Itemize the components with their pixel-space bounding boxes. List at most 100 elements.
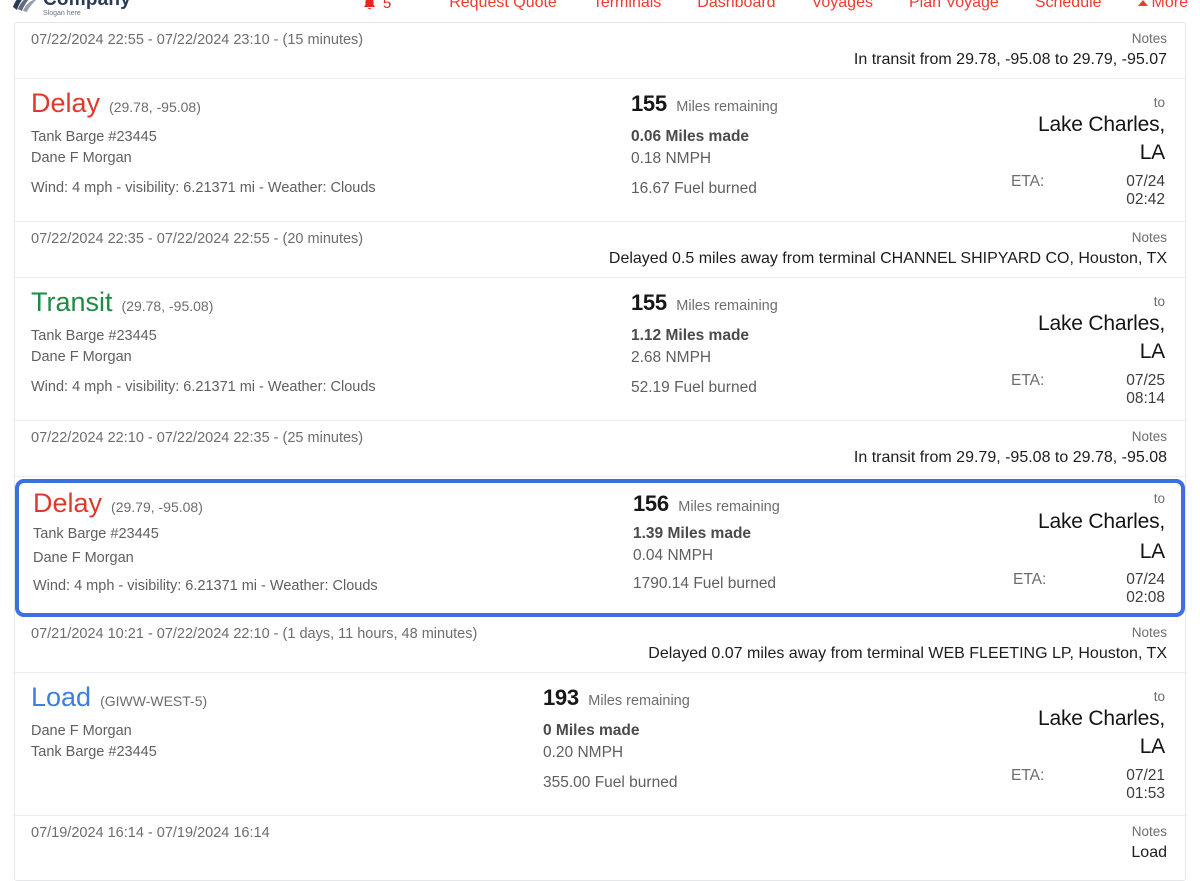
nav-link-request-quote[interactable]: Request Quote — [449, 0, 557, 11]
weather-info: Wind: 4 mph - visibility: 6.21371 mi - W… — [31, 180, 376, 197]
nmph: 0.20 NMPH — [543, 744, 624, 761]
segment-status-column: Transit (29.78, -95.08) Tank Barge #2344… — [31, 288, 631, 398]
fuel-burned: 16.67 Fuel burned — [631, 180, 757, 197]
fuel-burned: 355.00 Fuel burned — [543, 774, 678, 791]
timeframe: 07/22/2024 22:35 - 07/22/2024 22:55 - (2… — [31, 231, 364, 247]
notes-row: 07/22/2024 22:35 - 07/22/2024 22:55 - (2… — [15, 222, 1185, 278]
destination-to-label: to — [1153, 689, 1165, 704]
captain-name: Dane F Morgan — [31, 723, 132, 740]
notes-text: Delayed 0.5 miles away from terminal CHA… — [608, 250, 1167, 267]
vessel-name: Tank Barge #23445 — [33, 526, 159, 543]
status-coordinates: (GIWW-WEST-5) — [100, 693, 208, 709]
top-navbar: Company Slogan here 5 Request Quote Term… — [0, 0, 1200, 22]
notes-label: Notes — [1131, 31, 1167, 46]
timeframe: 07/22/2024 22:10 - 07/22/2024 22:35 - (2… — [31, 430, 364, 446]
notes-row: 07/22/2024 22:55 - 07/22/2024 23:10 - (1… — [15, 23, 1185, 79]
notes-block: Notes Delayed 0.07 miles away from termi… — [648, 624, 1167, 665]
nav-link-voyages[interactable]: Voyages — [811, 0, 873, 11]
fuel-burned: 52.19 Fuel burned — [631, 379, 757, 396]
status-line: Delay (29.78, -95.08) — [31, 88, 631, 118]
segment-destination-column: to Lake Charles, LA ETA: 07/24 02:42 — [1011, 89, 1169, 209]
nav-links: 5 Request Quote Terminals Dashboard Voya… — [362, 0, 1200, 12]
destination-to-label: to — [1153, 95, 1165, 110]
miles-remaining-line: 155 Miles remaining — [631, 91, 1011, 117]
notes-text: In transit from 29.79, -95.08 to 29.78, … — [853, 449, 1167, 466]
voyage-event-list: 07/22/2024 22:55 - 07/22/2024 23:10 - (1… — [14, 22, 1186, 881]
notes-label: Notes — [1131, 429, 1167, 444]
destination-name: Lake Charles, LA — [1038, 312, 1165, 363]
brand-logo[interactable]: Company Slogan here — [12, 0, 131, 17]
notes-text: Delayed 0.07 miles away from terminal WE… — [648, 645, 1167, 662]
destination-to-label: to — [1153, 491, 1165, 506]
nav-link-terminals[interactable]: Terminals — [592, 0, 662, 11]
notes-label: Notes — [1131, 824, 1167, 839]
voyage-segment-row[interactable]: Transit (29.78, -95.08) Tank Barge #2344… — [15, 278, 1185, 421]
segment-destination-column: to Lake Charles, LA ETA: 07/21 01:53 — [1011, 683, 1169, 803]
segment-stats-column: 193 Miles remaining 0 Miles made 0.20 NM… — [543, 683, 1011, 794]
vessel-name: Tank Barge #23445 — [31, 328, 157, 345]
voyage-segment-row-selected[interactable]: Delay (29.79, -95.08) Tank Barge #23445 … — [15, 479, 1185, 617]
miles-remaining-label: Miles remaining — [588, 693, 690, 709]
miles-remaining-line: 193 Miles remaining — [543, 685, 1011, 711]
status-label: Load — [31, 682, 92, 712]
voyage-segment-row[interactable]: Load (GIWW-WEST-5) Dane F Morgan Tank Ba… — [15, 673, 1185, 816]
nav-link-dashboard[interactable]: Dashboard — [697, 0, 776, 11]
caret-up-icon — [1137, 0, 1148, 6]
brand-name: Company — [43, 0, 131, 9]
voyage-timeline-page: 07/22/2024 22:55 - 07/22/2024 23:10 - (1… — [0, 22, 1200, 881]
miles-made: 0.06 Miles made — [631, 128, 750, 145]
destination-name: Lake Charles, LA — [1038, 113, 1165, 164]
nav-link-plan-voyage[interactable]: Plan Voyage — [908, 0, 999, 11]
destination-name: Lake Charles, LA — [1038, 510, 1165, 563]
eta-label: ETA: — [1011, 173, 1045, 190]
miles-made: 1.12 Miles made — [631, 327, 750, 344]
eta-label: ETA: — [1011, 372, 1045, 389]
captain-name: Dane F Morgan — [31, 150, 132, 167]
eta-value: 07/21 01:53 — [1126, 767, 1165, 802]
miles-remaining-label: Miles remaining — [676, 298, 778, 314]
miles-remaining-line: 156 Miles remaining — [633, 491, 1013, 517]
miles-remaining-value: 193 — [543, 685, 579, 710]
segment-stats-column: 155 Miles remaining 1.12 Miles made 2.68… — [631, 288, 1011, 399]
miles-remaining-value: 155 — [631, 91, 667, 116]
status-label: Transit — [31, 287, 113, 317]
vessel-name: Tank Barge #23445 — [31, 129, 157, 146]
eta-value: 07/24 02:08 — [1126, 571, 1165, 606]
nmph: 0.18 NMPH — [631, 150, 712, 167]
notes-block: Notes In transit from 29.78, -95.08 to 2… — [854, 30, 1167, 71]
segment-status-column: Delay (29.78, -95.08) Tank Barge #23445 … — [31, 89, 631, 199]
notes-block: Notes Delayed 0.5 miles away from termin… — [609, 229, 1167, 270]
nmph: 2.68 NMPH — [631, 349, 712, 366]
nav-link-more[interactable]: More — [1120, 0, 1196, 12]
status-coordinates: (29.78, -95.08) — [121, 298, 214, 314]
notes-label: Notes — [1131, 625, 1167, 640]
notes-text: Load — [1131, 844, 1167, 861]
timeframe: 07/21/2024 10:21 - 07/22/2024 22:10 - (1… — [31, 626, 478, 642]
segment-stats-column: 155 Miles remaining 0.06 Miles made 0.18… — [631, 89, 1011, 200]
eta-row: ETA: 07/21 01:53 — [1011, 767, 1165, 803]
eta-row: ETA: 07/24 02:42 — [1011, 173, 1165, 209]
status-label: Delay — [31, 88, 101, 118]
voyage-segment-row[interactable]: Delay (29.78, -95.08) Tank Barge #23445 … — [15, 79, 1185, 222]
vessel-name: Tank Barge #23445 — [31, 744, 157, 761]
miles-remaining-label: Miles remaining — [678, 499, 780, 515]
status-line: Transit (29.78, -95.08) — [31, 287, 631, 317]
notes-block: Notes In transit from 29.79, -95.08 to 2… — [854, 428, 1167, 469]
segment-destination-column: to Lake Charles, LA ETA: 07/24 02:08 — [1013, 489, 1165, 607]
notifications-button[interactable]: 5 — [362, 0, 391, 12]
timeframe: 07/19/2024 16:14 - 07/19/2024 16:14 — [31, 825, 270, 841]
eta-label: ETA: — [1013, 571, 1047, 588]
notes-row: 07/22/2024 22:10 - 07/22/2024 22:35 - (2… — [15, 421, 1185, 477]
eta-row: ETA: 07/25 08:14 — [1011, 372, 1165, 408]
notes-block: Notes Load — [1131, 823, 1167, 864]
destination-to-label: to — [1153, 294, 1165, 309]
nav-link-schedule[interactable]: Schedule — [1034, 0, 1102, 11]
eta-value: 07/25 08:14 — [1126, 372, 1165, 407]
timeframe: 07/22/2024 22:55 - 07/22/2024 23:10 - (1… — [31, 32, 364, 48]
notes-row: 07/21/2024 10:21 - 07/22/2024 22:10 - (1… — [15, 617, 1185, 673]
nmph: 0.04 NMPH — [633, 547, 714, 564]
notes-row: 07/19/2024 16:14 - 07/19/2024 16:14 Note… — [15, 816, 1185, 880]
miles-remaining-value: 155 — [631, 290, 667, 315]
weather-info: Wind: 4 mph - visibility: 6.21371 mi - W… — [31, 379, 376, 396]
status-coordinates: (29.78, -95.08) — [109, 99, 201, 115]
